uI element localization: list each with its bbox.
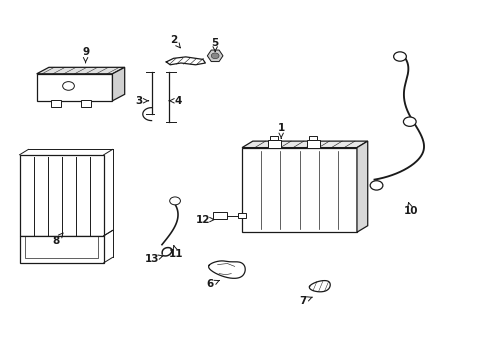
Bar [212,212,227,219]
Text: 10: 10 [403,202,417,216]
Polygon shape [166,57,205,65]
Bar [238,213,245,218]
Polygon shape [309,280,329,292]
Bar [20,155,103,236]
Circle shape [403,117,415,126]
Bar [25,236,98,258]
Circle shape [62,82,74,90]
Text: 12: 12 [195,215,214,225]
Text: 2: 2 [170,35,180,48]
Polygon shape [112,67,124,101]
Bar [81,100,91,107]
Bar [309,136,317,140]
Polygon shape [37,67,124,74]
Text: 11: 11 [168,246,183,259]
Circle shape [169,197,180,205]
Polygon shape [207,50,223,62]
Bar [20,236,103,263]
Text: 13: 13 [144,254,163,264]
Bar [267,140,280,148]
Text: 6: 6 [206,279,219,289]
Bar [37,74,112,101]
Circle shape [393,52,406,61]
Polygon shape [242,141,367,148]
Bar [270,136,278,140]
Text: 7: 7 [299,296,312,306]
Polygon shape [208,261,244,278]
Bar [306,140,319,148]
Circle shape [369,181,382,190]
Circle shape [211,53,219,59]
Text: 1: 1 [277,123,284,138]
Text: 3: 3 [136,96,148,106]
Text: 5: 5 [211,38,218,51]
Text: 8: 8 [53,233,63,246]
Bar [242,148,356,232]
Text: 9: 9 [82,47,89,63]
Text: 4: 4 [169,96,182,106]
Bar [51,100,61,107]
Polygon shape [356,141,367,232]
